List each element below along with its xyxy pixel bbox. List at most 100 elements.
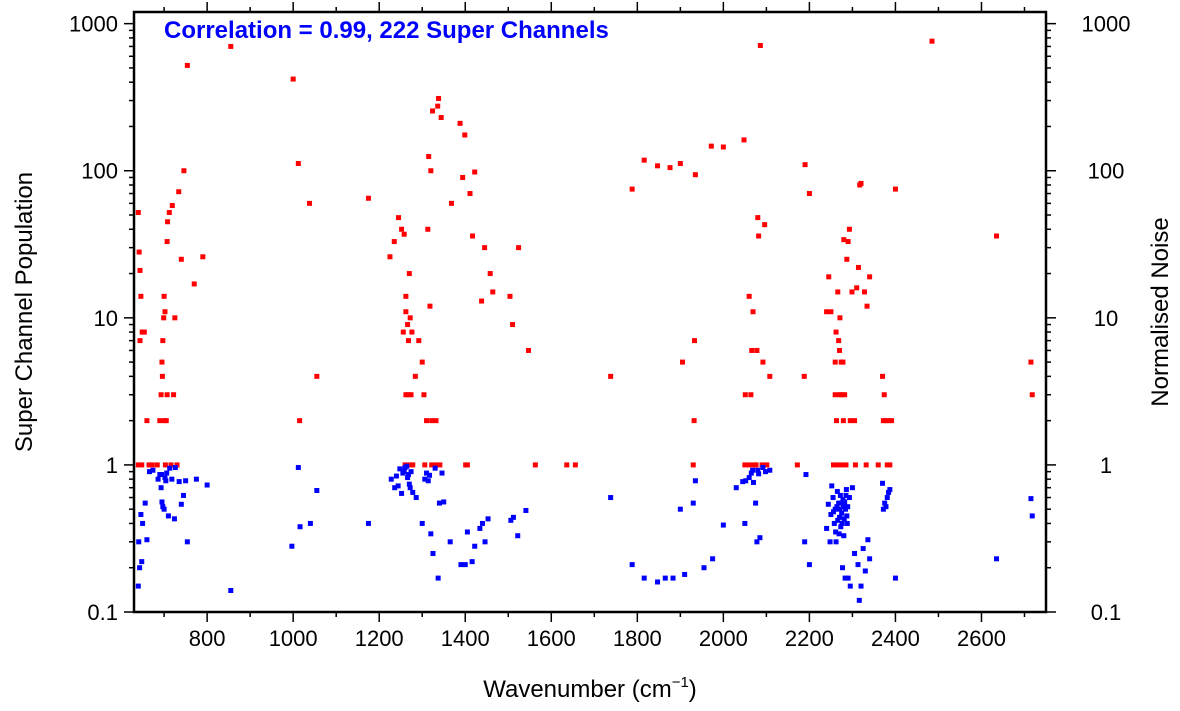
population-point (307, 200, 313, 206)
population-point (884, 462, 890, 468)
y-tick-label-right: 1 (1100, 453, 1112, 478)
noise-point (655, 579, 661, 585)
x-tick-label: 2600 (957, 626, 1006, 651)
population-point (840, 359, 846, 365)
noise-point (439, 470, 445, 476)
noise-point (137, 565, 143, 571)
population-point (849, 289, 855, 295)
population-point (403, 392, 409, 398)
population-point (165, 219, 171, 225)
population-point (429, 418, 435, 424)
noise-point (833, 539, 839, 545)
population-point (692, 172, 698, 178)
population-point (753, 462, 759, 468)
noise-point (477, 525, 483, 531)
noise-point (862, 568, 868, 574)
noise-point (841, 533, 847, 539)
noise-point (843, 487, 849, 493)
tick-labels: 800 1000 1200 1400 1600 1800 2000 2200 2400 2600 0… (69, 12, 1130, 651)
population-point (844, 256, 850, 262)
noise-point (748, 470, 754, 476)
noise-point (159, 499, 165, 505)
noise-point (824, 525, 830, 531)
population-point (863, 462, 869, 468)
population-point (655, 163, 661, 169)
noise-point (887, 487, 893, 493)
y-tick-label-left: 0.1 (87, 600, 118, 625)
population-point (166, 210, 172, 216)
population-point (426, 153, 432, 159)
population-point (172, 315, 178, 321)
population-point (842, 392, 848, 398)
noise-point (827, 539, 833, 545)
noise-point (410, 489, 416, 495)
noise-point (178, 501, 184, 507)
population-point (428, 168, 434, 174)
population-point (184, 62, 190, 68)
chart-title: Correlation = 0.99, 222 Super Channels (164, 17, 609, 44)
population-point (425, 226, 431, 232)
x-tick-label: 1200 (355, 626, 404, 651)
population-point (295, 160, 301, 166)
population-point (448, 200, 454, 206)
x-tick-label: 1400 (441, 626, 490, 651)
noise-point (835, 517, 841, 523)
noise-point (838, 500, 844, 506)
population-point (407, 315, 413, 321)
noise-point (641, 575, 647, 581)
noise-point (180, 492, 186, 498)
population-point (608, 373, 614, 379)
population-point (169, 203, 175, 209)
population-point (880, 373, 886, 379)
noise-point (837, 506, 843, 512)
population-point (835, 289, 841, 295)
noise-point (829, 483, 835, 489)
population-point (191, 281, 197, 287)
noise-point (469, 559, 475, 565)
noise-point (155, 476, 161, 482)
population-point (845, 239, 851, 245)
x-axis-title-superscript: −1 (672, 674, 689, 691)
population-point (412, 373, 418, 379)
population-point (422, 462, 428, 468)
population-point (746, 293, 752, 299)
noise-point (839, 510, 845, 516)
population-point (749, 347, 755, 353)
population-point (157, 418, 163, 424)
y-tick-label-left: 10 (94, 306, 118, 331)
noise-point (845, 575, 851, 581)
ticks (124, 2, 1056, 622)
noise-point (139, 559, 145, 565)
noise-point (422, 476, 428, 482)
population-point (839, 462, 845, 468)
noise-point (144, 537, 150, 543)
noise-point (162, 475, 168, 481)
population-point (886, 418, 892, 424)
noise-point (405, 475, 411, 481)
population-point (409, 329, 415, 335)
noise-point (767, 467, 773, 473)
noise-point (515, 533, 521, 539)
noise-point (183, 478, 189, 484)
noise-point (136, 539, 142, 545)
noise-point (760, 465, 766, 471)
noise-point (163, 478, 169, 484)
noise-point (167, 465, 173, 471)
y-tick-label-left: 1 (106, 453, 118, 478)
noise-point (847, 583, 853, 589)
population-point (994, 233, 1000, 239)
population-point (802, 162, 808, 168)
noise-point (447, 539, 453, 545)
noise-point (159, 472, 165, 478)
population-point (181, 168, 187, 174)
population-point (641, 157, 647, 163)
noise-point (142, 500, 148, 506)
population-point (408, 392, 414, 398)
noise-point (297, 524, 303, 530)
noise-point (388, 476, 394, 482)
noise-point (482, 539, 488, 545)
population-point (516, 245, 522, 251)
population-point (228, 43, 234, 49)
population-point (487, 271, 493, 277)
